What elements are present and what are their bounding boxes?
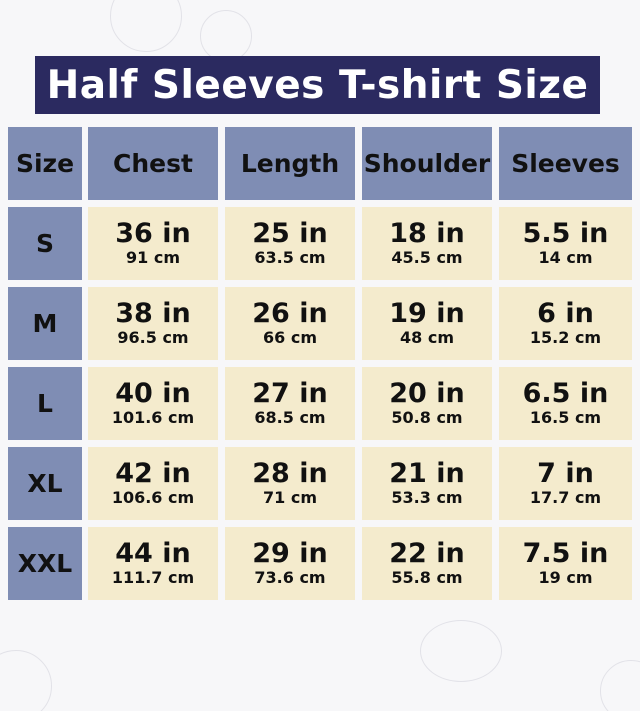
measurement-cell: 38 in 96.5 cm [88,287,218,360]
inches-value: 5.5 in [522,217,609,249]
inches-value: 19 in [389,297,465,329]
inches-value: 40 in [115,377,191,409]
inches-value: 27 in [252,377,328,409]
cm-value: 68.5 cm [254,407,326,427]
inches-value: 21 in [389,457,465,489]
size-label: M [32,309,58,338]
measurement-cell: 6.5 in 16.5 cm [499,367,632,440]
cm-value: 53.3 cm [391,487,463,507]
measurement-cell: 27 in 68.5 cm [225,367,355,440]
size-label: XL [27,469,63,498]
cm-value: 17.7 cm [529,487,602,507]
inches-value: 36 in [115,217,191,249]
size-cell: L [8,367,82,440]
cm-value: 101.6 cm [111,407,195,427]
cm-value: 15.2 cm [529,327,602,347]
cm-value: 55.8 cm [391,567,463,587]
measurement-cell: 36 in 91 cm [88,207,218,280]
inches-value: 44 in [115,537,191,569]
cm-value: 91 cm [126,247,180,267]
header-cell: Length [225,127,355,200]
measurement-cell: 26 in 66 cm [225,287,355,360]
header-label: Length [240,149,340,178]
cm-value: 66 cm [263,327,317,347]
header-cell: Chest [88,127,218,200]
inches-value: 20 in [389,377,465,409]
inches-value: 6.5 in [522,377,609,409]
measurement-cell: 42 in 106.6 cm [88,447,218,520]
cm-value: 50.8 cm [391,407,463,427]
header-label: Size [15,149,75,178]
page-title: Half Sleeves T-shirt Size [35,56,600,114]
measurement-cell: 21 in 53.3 cm [362,447,492,520]
cm-value: 16.5 cm [529,407,602,427]
inches-value: 25 in [252,217,328,249]
size-cell: S [8,207,82,280]
measurement-cell: 22 in 55.8 cm [362,527,492,600]
measurement-cell: 25 in 63.5 cm [225,207,355,280]
cm-value: 106.6 cm [111,487,195,507]
cm-value: 19 cm [538,567,593,587]
inches-value: 26 in [252,297,328,329]
cm-value: 73.6 cm [254,567,326,587]
header-label: Chest [113,149,193,178]
measurement-cell: 28 in 71 cm [225,447,355,520]
cm-value: 71 cm [263,487,317,507]
measurement-cell: 19 in 48 cm [362,287,492,360]
measurement-cell: 6 in 15.2 cm [499,287,632,360]
size-label: S [35,229,54,258]
size-cell: XXL [8,527,82,600]
measurement-cell: 40 in 101.6 cm [88,367,218,440]
measurement-cell: 29 in 73.6 cm [225,527,355,600]
size-cell: XL [8,447,82,520]
size-label: L [37,389,53,418]
inches-value: 7 in [537,457,594,489]
cm-value: 45.5 cm [391,247,463,267]
cm-value: 63.5 cm [254,247,326,267]
yarn-ball-doodle [200,10,252,62]
header-label: Shoulder [363,149,491,178]
yarn-ball-doodle [110,0,182,52]
inches-value: 29 in [252,537,328,569]
header-cell: Shoulder [362,127,492,200]
size-label: XXL [17,549,73,578]
inches-value: 6 in [537,297,594,329]
inches-value: 18 in [389,217,465,249]
size-cell: M [8,287,82,360]
inches-value: 7.5 in [522,537,609,569]
inches-value: 38 in [115,297,191,329]
measurement-cell: 7 in 17.7 cm [499,447,632,520]
sheep-doodle [420,620,502,682]
header-cell: Sleeves [499,127,632,200]
yarn-ball-doodle [0,650,52,711]
header-cell: Size [8,127,82,200]
measurement-cell: 18 in 45.5 cm [362,207,492,280]
measurement-cell: 5.5 in 14 cm [499,207,632,280]
cm-value: 14 cm [538,247,593,267]
cm-value: 111.7 cm [111,567,195,587]
yarn-ball-doodle [600,660,640,711]
cm-value: 48 cm [400,327,454,347]
measurement-cell: 7.5 in 19 cm [499,527,632,600]
cm-value: 96.5 cm [117,327,189,347]
inches-value: 42 in [115,457,191,489]
inches-value: 28 in [252,457,328,489]
inches-value: 22 in [389,537,465,569]
measurement-cell: 20 in 50.8 cm [362,367,492,440]
header-label: Sleeves [511,149,620,178]
measurement-cell: 44 in 111.7 cm [88,527,218,600]
